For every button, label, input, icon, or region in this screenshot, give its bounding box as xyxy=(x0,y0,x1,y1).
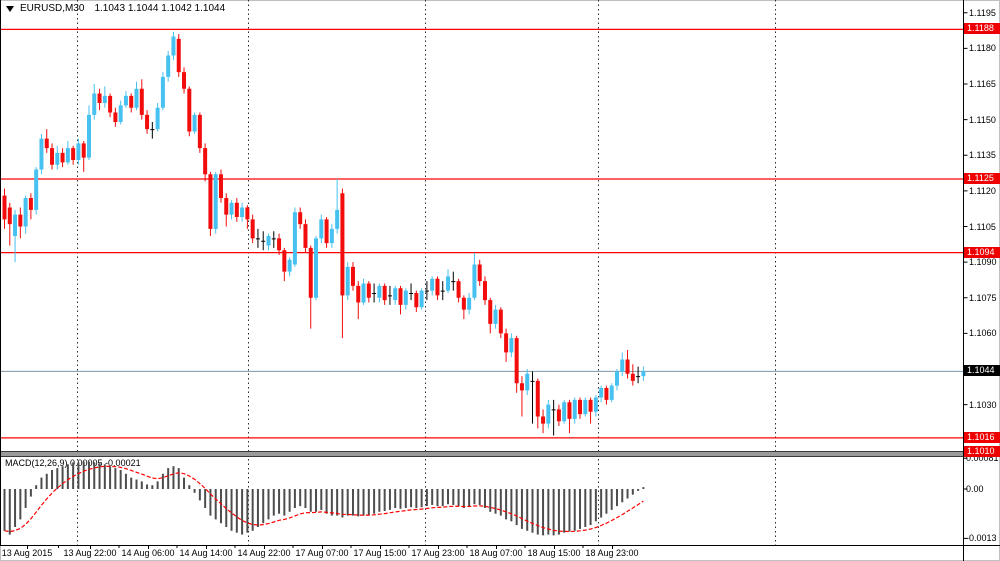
chart-title-bar: EURUSD,M30 1.1043 1.1044 1.1042 1.1044 xyxy=(6,3,225,14)
symbol-period-label: EURUSD,M30 xyxy=(20,3,85,14)
symbol-dropdown-triangle-icon xyxy=(6,6,14,12)
ohlc-quote-label: 1.1043 1.1044 1.1042 1.1044 xyxy=(94,3,226,14)
